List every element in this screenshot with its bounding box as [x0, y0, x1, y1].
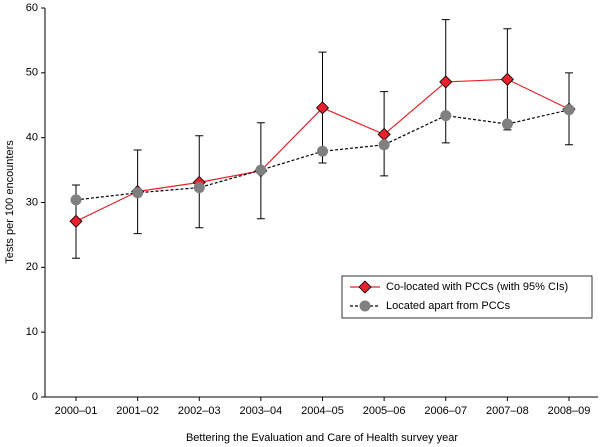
marker [132, 187, 144, 199]
marker [439, 75, 453, 89]
y-tick-label: 30 [26, 196, 38, 208]
x-tick-label: 2005–06 [363, 405, 406, 417]
legend-marker [358, 280, 372, 294]
y-tick-label: 60 [26, 2, 38, 14]
legend-marker [359, 300, 371, 312]
marker [193, 182, 205, 194]
legend-label: Located apart from PCCs [386, 300, 511, 312]
marker [440, 110, 452, 122]
x-tick-label: 2006–07 [424, 405, 467, 417]
x-tick-label: 2000–01 [55, 405, 98, 417]
x-tick-label: 2001–02 [116, 405, 159, 417]
x-tick-label: 2002–03 [178, 405, 221, 417]
x-axis-label: Bettering the Evaluation and Care of Hea… [186, 432, 458, 444]
y-tick-label: 0 [32, 391, 38, 403]
y-tick-label: 50 [26, 67, 38, 79]
marker [255, 164, 267, 176]
marker [317, 145, 328, 157]
x-tick-label: 2004–05 [301, 405, 344, 417]
y-axis-label: Tests per 100 encounters [4, 140, 16, 264]
marker [70, 194, 82, 206]
marker [69, 214, 83, 228]
marker [501, 118, 513, 130]
x-tick-label: 2007–08 [486, 405, 529, 417]
marker [315, 101, 330, 115]
x-tick-label: 2003–04 [239, 405, 282, 417]
marker [500, 72, 514, 86]
marker [563, 104, 575, 116]
legend-label: Co-located with PCCs (with 95% CIs) [386, 281, 568, 293]
marker [378, 139, 390, 151]
y-tick-label: 20 [26, 261, 38, 273]
x-tick-label: 2008–09 [548, 405, 591, 417]
legend-box [341, 275, 593, 319]
y-tick-label: 40 [26, 132, 38, 144]
y-tick-label: 10 [26, 326, 38, 338]
